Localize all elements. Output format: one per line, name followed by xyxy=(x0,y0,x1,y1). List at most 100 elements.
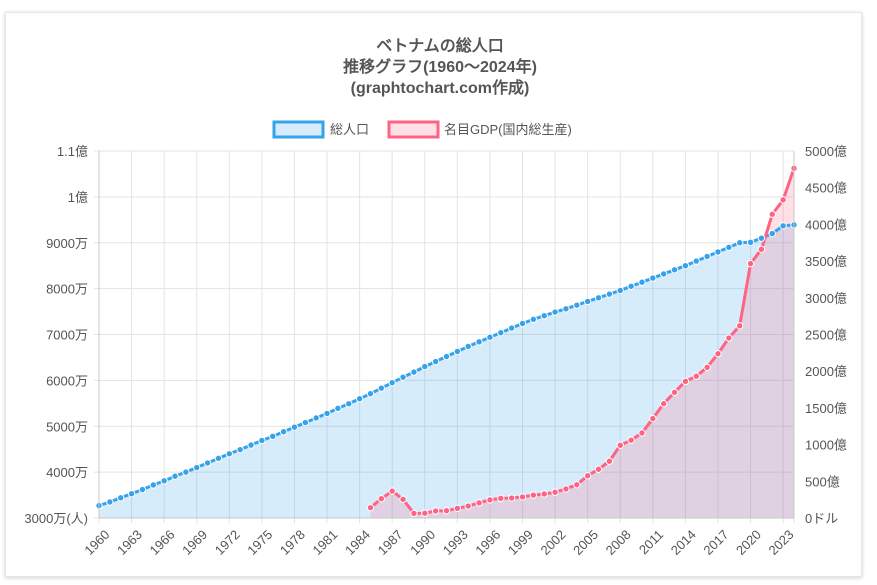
data-point-s0-1978[interactable] xyxy=(290,423,299,431)
data-point-s1-2005[interactable] xyxy=(583,472,592,480)
data-point-s0-2006[interactable] xyxy=(594,294,603,302)
data-point-s0-1995[interactable] xyxy=(475,338,483,346)
data-point-s0-1991[interactable] xyxy=(431,357,440,366)
data-point-s0-2007[interactable] xyxy=(605,290,614,298)
data-point-s1-2011[interactable] xyxy=(649,414,657,423)
data-point-s1-2016[interactable] xyxy=(703,363,711,372)
data-point-s1-2018[interactable] xyxy=(725,334,733,342)
data-point-s0-2021[interactable] xyxy=(757,234,766,242)
data-point-s1-2019[interactable] xyxy=(736,322,744,330)
data-point-s0-1983[interactable] xyxy=(345,400,353,408)
data-point-s1-1991[interactable] xyxy=(431,507,440,515)
data-point-s0-1964[interactable] xyxy=(138,485,147,494)
data-point-s0-2005[interactable] xyxy=(583,297,592,306)
data-point-s1-1987[interactable] xyxy=(388,487,396,495)
data-point-s0-1962[interactable] xyxy=(117,494,125,502)
data-point-s0-1982[interactable] xyxy=(334,404,342,413)
data-point-s0-2016[interactable] xyxy=(703,252,711,261)
data-point-s0-2000[interactable] xyxy=(529,315,538,324)
data-point-s1-2014[interactable] xyxy=(681,377,690,386)
data-point-s1-2023[interactable] xyxy=(779,196,787,204)
data-point-s0-1998[interactable] xyxy=(507,324,516,332)
legend-item-population[interactable]: 総人口 xyxy=(272,120,369,139)
data-point-s1-2004[interactable] xyxy=(573,480,581,489)
legend-item-gdp[interactable]: 名目GDP(国内総生産) xyxy=(387,120,572,139)
data-point-s0-1997[interactable] xyxy=(497,328,505,337)
data-point-s0-2014[interactable] xyxy=(681,261,690,270)
data-point-s0-2010[interactable] xyxy=(638,278,646,286)
data-point-s1-2003[interactable] xyxy=(562,485,570,493)
data-point-s1-1998[interactable] xyxy=(507,494,516,502)
data-point-s0-1989[interactable] xyxy=(410,368,418,376)
data-point-s1-1985[interactable] xyxy=(366,503,375,512)
data-point-s1-2020[interactable] xyxy=(746,259,755,268)
data-point-s0-1977[interactable] xyxy=(279,428,288,436)
data-point-s1-2007[interactable] xyxy=(605,457,614,465)
data-point-s1-1993[interactable] xyxy=(453,504,462,513)
data-point-s0-2002[interactable] xyxy=(551,308,559,316)
data-point-s0-2020[interactable] xyxy=(746,238,755,246)
data-point-s1-2008[interactable] xyxy=(616,441,624,449)
data-point-s1-2017[interactable] xyxy=(714,350,722,358)
data-point-s0-2017[interactable] xyxy=(714,248,722,256)
data-point-s1-2000[interactable] xyxy=(529,491,538,499)
data-point-s1-2022[interactable] xyxy=(768,210,776,218)
data-point-s0-1973[interactable] xyxy=(236,445,244,454)
data-point-s0-1987[interactable] xyxy=(388,378,396,387)
data-point-s0-1999[interactable] xyxy=(518,319,527,328)
data-point-s0-2013[interactable] xyxy=(670,266,679,274)
data-point-s1-2021[interactable] xyxy=(757,245,766,253)
data-point-s0-2018[interactable] xyxy=(725,243,733,252)
data-point-s1-1988[interactable] xyxy=(399,495,407,504)
data-point-s1-1999[interactable] xyxy=(518,493,527,501)
data-point-s0-1990[interactable] xyxy=(421,362,429,371)
data-point-s1-2015[interactable] xyxy=(692,372,700,380)
data-point-s0-1980[interactable] xyxy=(312,414,320,422)
data-point-s0-1976[interactable] xyxy=(269,432,277,441)
data-point-s0-1968[interactable] xyxy=(182,468,190,476)
data-point-s1-1995[interactable] xyxy=(475,499,483,507)
data-point-s0-1965[interactable] xyxy=(149,481,158,489)
data-point-s0-1984[interactable] xyxy=(355,395,364,403)
data-point-s1-2001[interactable] xyxy=(540,490,548,498)
data-point-s0-2011[interactable] xyxy=(649,274,657,282)
data-point-s0-1985[interactable] xyxy=(366,389,375,398)
data-point-s0-1975[interactable] xyxy=(258,436,266,445)
data-point-s0-2009[interactable] xyxy=(627,282,635,291)
data-point-s1-1994[interactable] xyxy=(464,502,472,510)
data-point-s0-1994[interactable] xyxy=(464,342,472,351)
data-point-s0-1969[interactable] xyxy=(193,463,201,472)
data-point-s1-1986[interactable] xyxy=(377,495,386,503)
data-point-s0-1961[interactable] xyxy=(106,498,114,506)
data-point-s0-1996[interactable] xyxy=(486,333,494,341)
data-point-s0-1966[interactable] xyxy=(160,477,168,485)
data-point-s0-2008[interactable] xyxy=(616,286,624,295)
data-point-s0-1971[interactable] xyxy=(214,454,223,463)
data-point-s0-1988[interactable] xyxy=(399,373,407,381)
data-point-s1-2012[interactable] xyxy=(659,399,668,408)
data-point-s0-2003[interactable] xyxy=(562,305,570,313)
data-point-s1-2010[interactable] xyxy=(638,429,646,437)
data-point-s0-1979[interactable] xyxy=(301,418,310,427)
data-point-s0-2019[interactable] xyxy=(736,239,744,247)
data-point-s1-2013[interactable] xyxy=(670,388,679,397)
data-point-s1-1992[interactable] xyxy=(442,507,451,515)
data-point-s0-2022[interactable] xyxy=(768,229,776,238)
data-point-s1-1990[interactable] xyxy=(421,509,429,517)
data-point-s1-1989[interactable] xyxy=(410,509,418,518)
data-point-s1-2009[interactable] xyxy=(627,436,635,444)
data-point-s0-1972[interactable] xyxy=(225,450,234,458)
data-point-s0-1981[interactable] xyxy=(323,409,331,418)
data-point-s0-2001[interactable] xyxy=(540,311,548,320)
data-point-s0-1967[interactable] xyxy=(171,472,179,480)
data-point-s0-1974[interactable] xyxy=(247,441,255,449)
data-point-s0-1963[interactable] xyxy=(127,489,136,498)
data-point-s1-2006[interactable] xyxy=(594,465,603,473)
data-point-s1-1996[interactable] xyxy=(486,496,494,504)
data-point-s0-2015[interactable] xyxy=(692,257,700,265)
data-point-s1-2002[interactable] xyxy=(551,488,559,496)
data-point-s0-2023[interactable] xyxy=(779,222,787,230)
data-point-s0-2004[interactable] xyxy=(573,301,581,309)
data-point-s0-1992[interactable] xyxy=(442,352,451,361)
data-point-s0-2012[interactable] xyxy=(659,270,668,278)
